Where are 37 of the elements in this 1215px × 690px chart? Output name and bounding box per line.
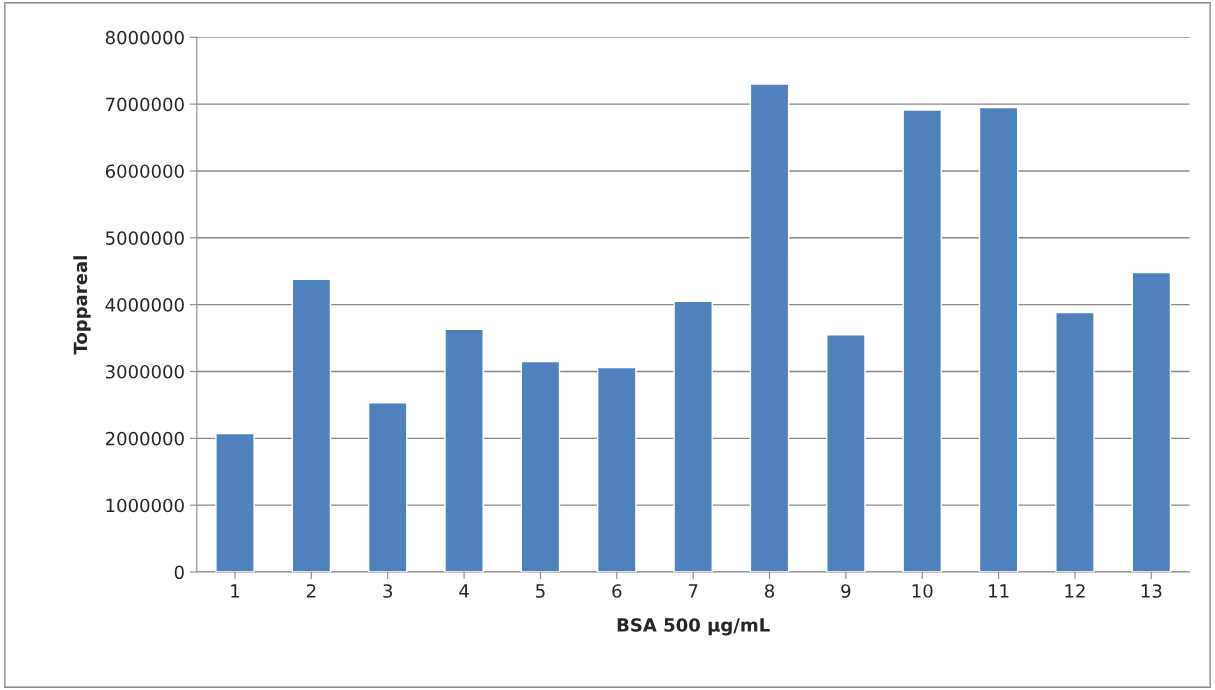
y-tick-label: 3000000 <box>105 364 184 379</box>
y-tick-label: 8000000 <box>105 30 184 45</box>
x-axis-title: BSA 500 µg/mL <box>617 618 770 636</box>
bar <box>749 83 790 573</box>
y-tick-label: 7000000 <box>106 97 184 112</box>
bar <box>978 106 1019 573</box>
bar <box>444 328 484 573</box>
y-axis-title: Toppareal <box>73 256 91 355</box>
y-tick-label: 4000000 <box>105 298 184 312</box>
bar <box>597 366 637 573</box>
bar <box>291 278 332 573</box>
bar <box>826 334 866 573</box>
bar <box>215 432 255 573</box>
x-tick-label: 9 <box>841 584 851 598</box>
y-tick-label: 5000000 <box>106 231 184 245</box>
bar <box>1055 311 1095 573</box>
bar <box>367 402 408 573</box>
x-tick-label: 13 <box>1141 584 1162 598</box>
x-tick-label: 3 <box>383 584 393 598</box>
x-tick-label: 2 <box>306 584 316 598</box>
y-tick-label: 2000000 <box>105 431 184 446</box>
bar <box>902 109 943 573</box>
x-tick-label: 1 <box>231 584 240 598</box>
x-tick-label: 10 <box>912 584 933 598</box>
x-tick-label: 5 <box>536 584 545 598</box>
x-tick-label: 12 <box>1065 584 1085 598</box>
y-tick-label: 0 <box>174 565 184 580</box>
x-tick-label: 4 <box>459 584 469 598</box>
y-tick-label: 1000000 <box>106 498 184 513</box>
x-tick-label: 11 <box>989 584 1009 598</box>
bar <box>1131 271 1172 573</box>
x-tick-label: 7 <box>688 584 698 598</box>
x-tick-label: 8 <box>765 584 775 598</box>
x-tick-label: 6 <box>612 584 622 598</box>
y-tick-label: 6000000 <box>105 164 184 179</box>
bar <box>673 300 713 573</box>
bar <box>520 360 561 573</box>
